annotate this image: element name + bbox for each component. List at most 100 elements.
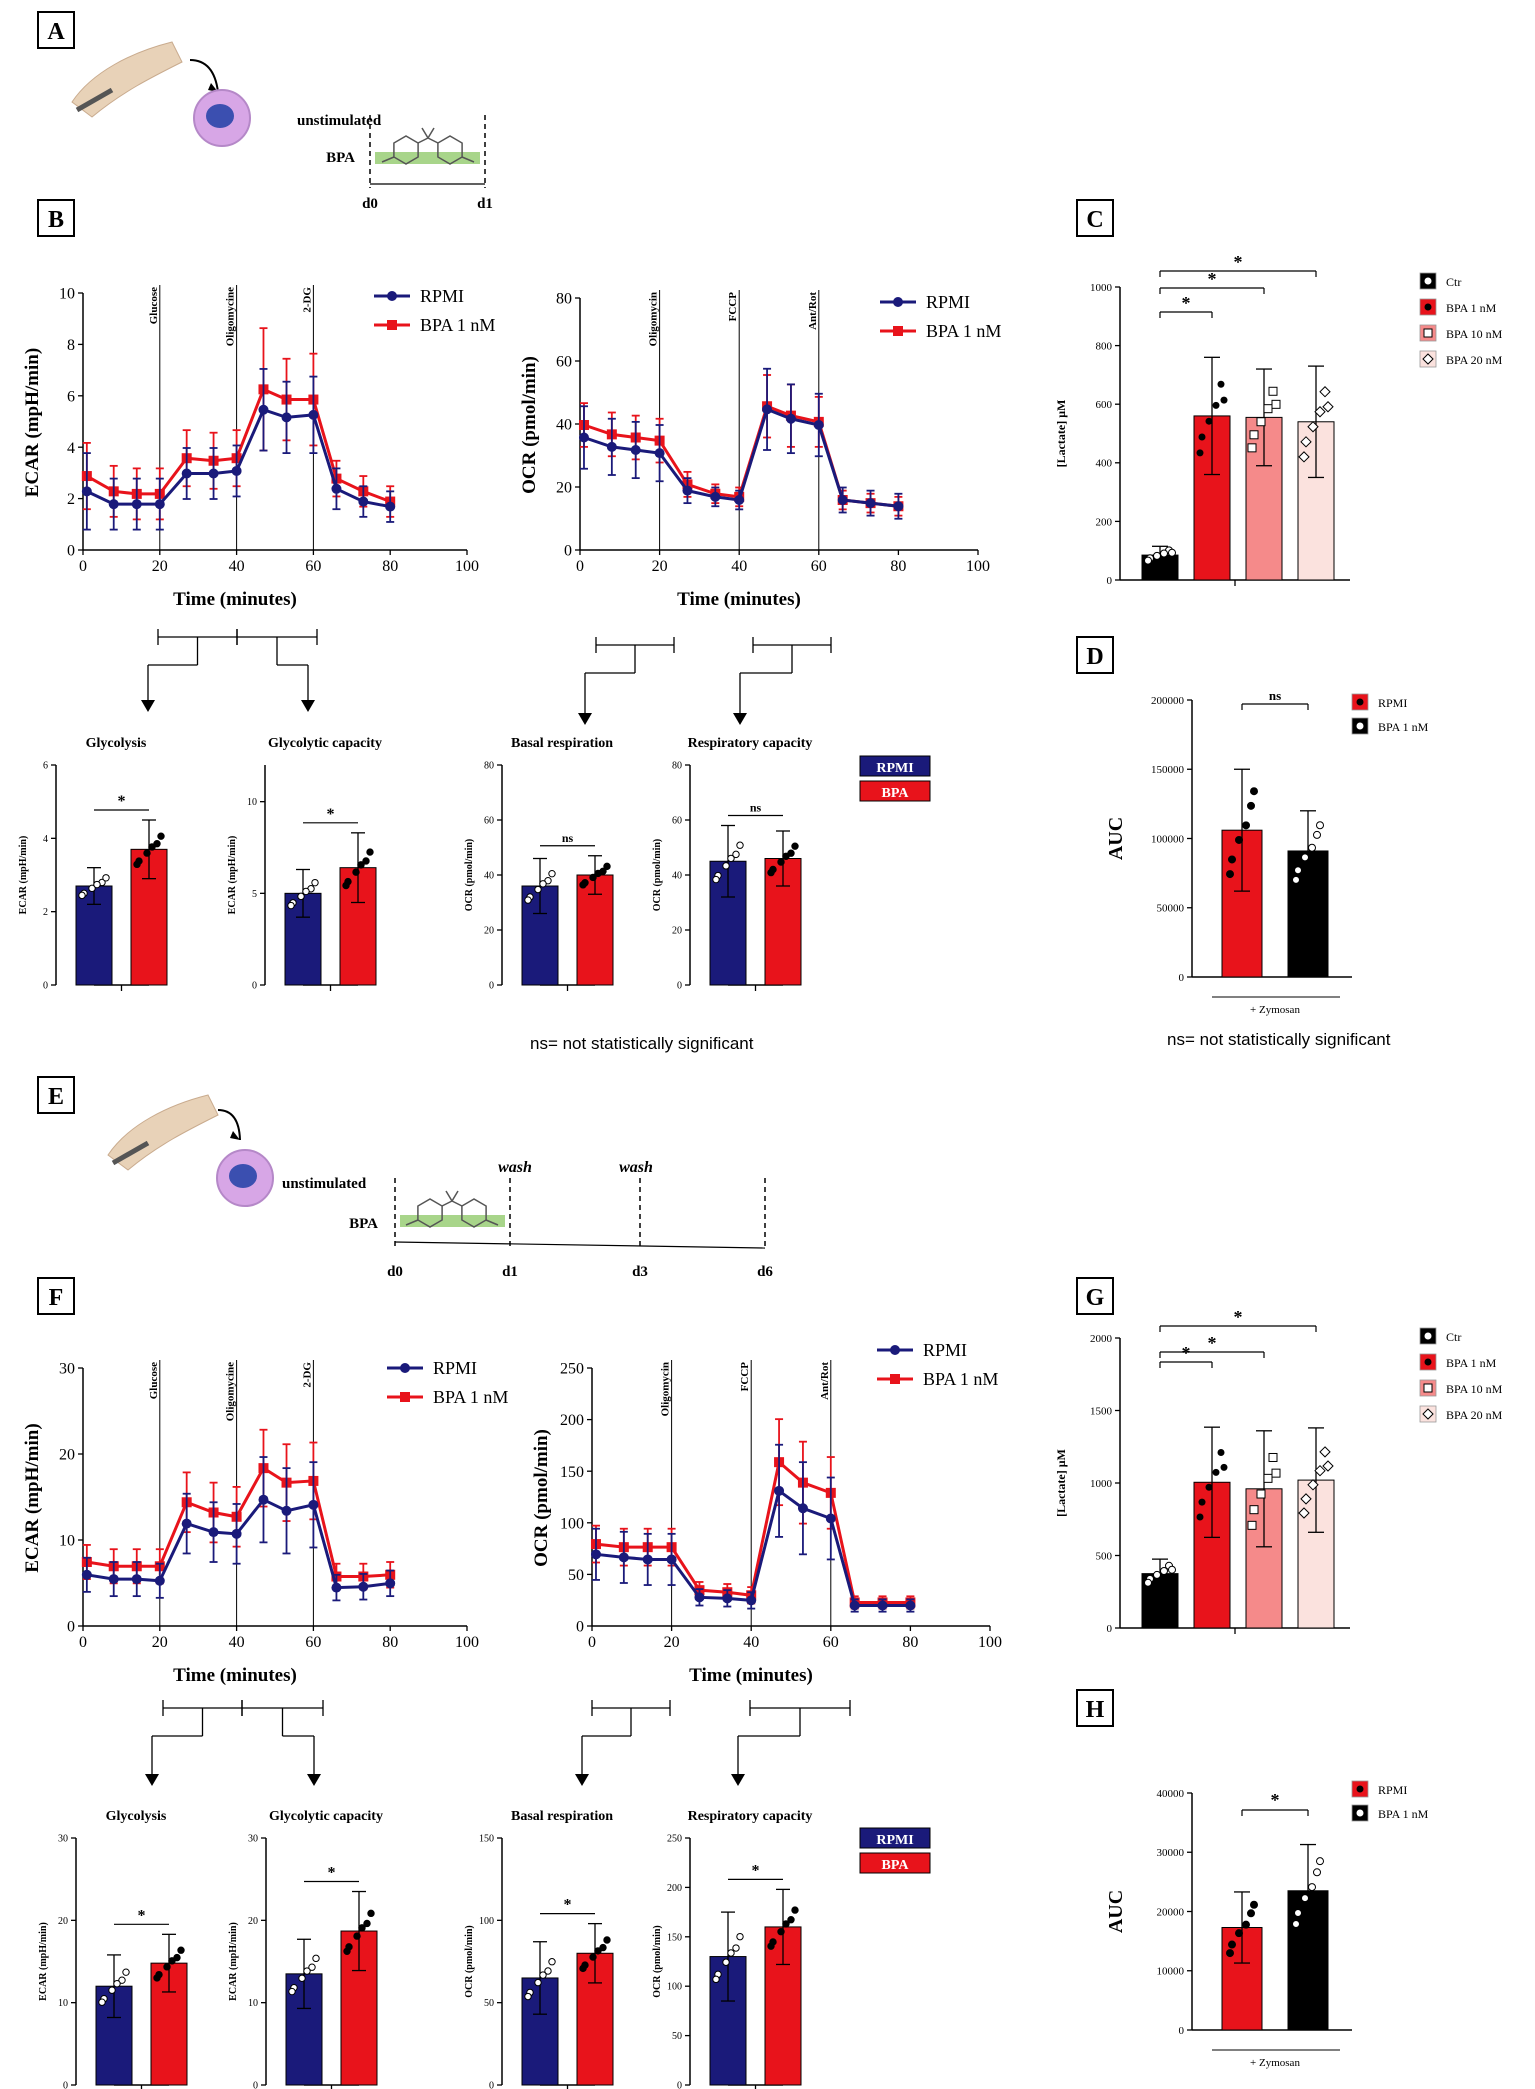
x-tick-label: 100: [455, 558, 479, 575]
x-tick-label: 100: [966, 558, 990, 575]
y-tick-label: 40: [556, 417, 572, 434]
y-tick-label: 0: [67, 543, 75, 560]
replicate-dot: [787, 1916, 795, 1924]
significance-label: *: [1208, 1333, 1217, 1353]
replicate-dot: [1212, 1468, 1220, 1476]
replicate-dot: [1153, 1570, 1161, 1579]
y-tick-label: 20: [672, 926, 682, 937]
legend-label: BPA 1 nM: [420, 315, 495, 335]
replicate-dot: [548, 869, 556, 878]
legend-label: RPMI: [926, 292, 970, 312]
replicate-dot: [1220, 1463, 1228, 1471]
x-tick-label: 60: [823, 1634, 839, 1651]
arrow-a: [189, 59, 219, 93]
data-point-rpmi: [837, 495, 848, 505]
replicate-dot: [524, 896, 532, 904]
panel-c-box: [1076, 199, 1114, 237]
legend-marker-bpa: [400, 1392, 410, 1402]
arm-syringe-a: [71, 41, 183, 118]
bar-lactate: [1193, 1481, 1231, 1629]
replicate-dot: [1160, 549, 1168, 558]
replicate-dot: [1235, 835, 1243, 844]
replicate-dot: [1144, 1578, 1152, 1587]
replicate-dot: [157, 832, 165, 840]
data-point-rpmi: [762, 404, 773, 415]
y-tick-label: 0: [564, 543, 572, 560]
legend-marker: [1424, 303, 1432, 311]
replicate-dot: [722, 862, 730, 870]
bracket-glycolysis-f-head: [145, 1774, 159, 1786]
F_resp_cap-title: Respiratory capacity: [688, 1809, 813, 1824]
legend-label: BPA 1 nM: [1378, 1807, 1429, 1821]
legend-label: BPA 1 nM: [1446, 301, 1497, 315]
bond: [485, 1219, 499, 1226]
replicate-dot: [524, 1992, 532, 2001]
data-point-rpmi: [590, 1549, 601, 1560]
injection-label: Oligomycin: [660, 1362, 672, 1416]
replicate-dot: [603, 862, 611, 871]
replicate-dot: [1298, 451, 1310, 463]
y-tick-label: 60: [484, 816, 494, 827]
bracket-basal-b-head: [578, 713, 592, 725]
replicate-dot: [308, 1963, 316, 1971]
replicate-dot: [1300, 1493, 1312, 1505]
replicate-dot: [1263, 1473, 1273, 1483]
ns-note-b: ns= not statistically significant: [530, 1034, 754, 1053]
F_glyco_cap-title: Glycolytic capacity: [269, 1809, 383, 1824]
replicate-dot: [1322, 1460, 1334, 1472]
y-tick-label: 100: [667, 1982, 682, 1993]
data-point-rpmi: [877, 1600, 888, 1611]
y-tick-label: 80: [556, 291, 572, 308]
label-unstimulated-a: unstimulated: [297, 113, 382, 129]
replicate-dot: [1294, 866, 1302, 875]
replicate-dot: [1250, 1900, 1258, 1909]
replicate-dot: [78, 891, 86, 900]
data-point-rpmi: [746, 1595, 757, 1606]
y-tick-label: 200: [560, 1412, 584, 1429]
replicate-dot: [1271, 399, 1281, 409]
B_ecar-x-title: Time (minutes): [173, 589, 297, 610]
y-tick-label: 10: [248, 1998, 258, 2009]
y-tick-label: 1000: [1090, 282, 1113, 294]
replicate-dot: [1228, 855, 1236, 864]
legend-marker-rpmi: [893, 297, 903, 307]
B_glycolysis-title: Glycolysis: [86, 736, 147, 751]
syringe-shape: [75, 87, 114, 113]
data-point-rpmi: [358, 1581, 369, 1592]
replicate-dot: [1196, 1513, 1204, 1521]
significance-label: ns: [750, 801, 762, 815]
bond: [405, 1219, 419, 1226]
replicate-dot: [1313, 1868, 1321, 1877]
replicate-dot: [88, 884, 96, 893]
legend-marker-bpa: [387, 320, 397, 330]
legend-box-label: RPMI: [876, 1833, 913, 1848]
replicate-dot: [133, 860, 141, 869]
replicate-dot: [1198, 1498, 1206, 1506]
replicate-dot: [343, 1947, 351, 1955]
data-point-rpmi: [131, 1574, 142, 1585]
replicate-dot: [736, 1932, 744, 1941]
replicate-dot: [312, 1954, 320, 1963]
data-point-rpmi: [231, 1528, 242, 1539]
y-tick-label: 2: [67, 491, 75, 508]
y-tick-label: 50000: [1157, 903, 1185, 915]
replicate-dot: [1322, 401, 1334, 413]
replicate-dot: [288, 1987, 296, 1996]
data-point-rpmi: [154, 499, 165, 510]
y-tick-label: 20: [484, 926, 494, 937]
panel-b-label: B: [48, 207, 64, 233]
y-tick-label: 10: [58, 1998, 68, 2009]
injection-label: FCCP: [739, 1362, 751, 1392]
replicate-dot: [357, 861, 365, 869]
x-tick-label: 100: [978, 1634, 1002, 1651]
replicate-dot: [1268, 386, 1278, 396]
y-tick-label: 80: [672, 761, 682, 772]
legend-box: [859, 1827, 931, 1849]
data-point-rpmi: [385, 1578, 396, 1589]
data-point-rpmi: [905, 1600, 916, 1611]
F_basal-title: Basal respiration: [511, 1809, 613, 1824]
replicate-dot: [1168, 1565, 1176, 1574]
y-tick-label: 40000: [1157, 1788, 1185, 1800]
legend-marker: [1424, 1332, 1432, 1340]
legend-label: BPA 20 nM: [1446, 1408, 1503, 1422]
